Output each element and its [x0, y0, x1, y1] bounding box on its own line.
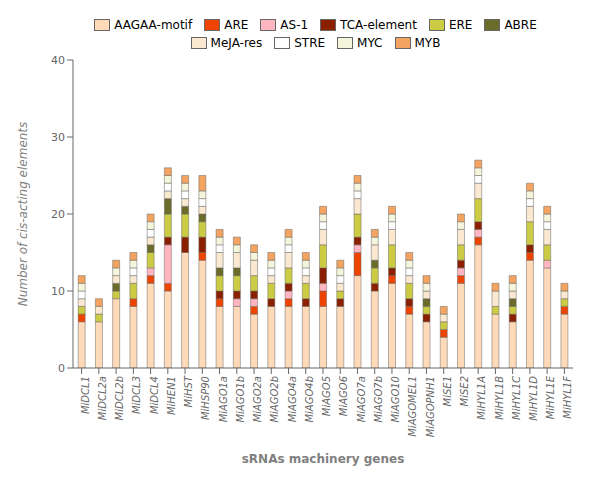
svg-text:MiHST: MiHST: [183, 375, 194, 407]
html-text:AAGAA-motif: AAGAA-motif: [114, 18, 193, 32]
html-text:MeJA-res: MeJA-res: [210, 36, 263, 50]
svg-text:MiDCL4: MiDCL4: [149, 376, 160, 414]
svg-text:sRNAs machinery genes: sRNAs machinery genes: [242, 452, 405, 466]
svg-text:MiHYL1D: MiHYL1D: [528, 376, 539, 421]
svg-text:MiAGO7b: MiAGO7b: [373, 376, 384, 423]
svg-text:MiHYL1C: MiHYL1C: [511, 376, 522, 420]
svg-text:MiDCL2b: MiDCL2b: [114, 376, 125, 420]
html-text:AS-1: AS-1: [280, 18, 309, 32]
html-text:STRE: STRE: [294, 36, 326, 50]
svg-text:MiHYL1E: MiHYL1E: [545, 375, 556, 419]
svg-text:0: 0: [58, 362, 65, 375]
svg-text:MiAGO2b: MiAGO2b: [269, 376, 280, 423]
svg-text:MiDCL2a: MiDCL2a: [97, 376, 108, 420]
html-text:MYB: MYB: [414, 36, 441, 50]
svg-text:MiSE2: MiSE2: [459, 376, 470, 406]
html-text:MYC: MYC: [357, 36, 383, 50]
svg-text:MiSE1: MiSE1: [442, 376, 453, 406]
svg-text:MiDCL1: MiDCL1: [80, 376, 91, 414]
svg-text:MiAGO10: MiAGO10: [390, 376, 401, 423]
svg-text:MiAGO4b: MiAGO4b: [304, 376, 315, 423]
html-text:ERE: ERE: [448, 18, 473, 32]
svg-text:MiAGO2a: MiAGO2a: [252, 376, 263, 422]
svg-text:MiAGO4a: MiAGO4a: [287, 376, 298, 422]
svg-text:MiAGO1b: MiAGO1b: [235, 376, 246, 423]
svg-text:MiAGOPNH1: MiAGOPNH1: [425, 376, 436, 437]
svg-text:MiAGOMEL1: MiAGOMEL1: [407, 376, 418, 437]
svg-text:10: 10: [51, 285, 65, 298]
svg-text:MiHYL1B: MiHYL1B: [494, 376, 505, 420]
svg-text:40: 40: [51, 54, 65, 67]
svg-text:MiHEN1: MiHEN1: [166, 376, 177, 415]
html-text:ABRE: ABRE: [504, 18, 537, 32]
svg-text:MiAGO1a: MiAGO1a: [218, 376, 229, 422]
svg-text:Number of cis-acting elements: Number of cis-acting elements: [16, 122, 30, 307]
svg-text:20: 20: [51, 208, 65, 221]
svg-text:MiHYL1A: MiHYL1A: [476, 376, 487, 420]
svg-text:MiAGO7a: MiAGO7a: [356, 376, 367, 422]
svg-text:30: 30: [51, 131, 65, 144]
svg-text:MiHYL1F: MiHYL1F: [562, 376, 573, 419]
svg-text:MiAGO5: MiAGO5: [321, 376, 332, 416]
html-text:TCA-element: TCA-element: [340, 18, 417, 32]
svg-text:MiAGO6: MiAGO6: [338, 376, 349, 416]
svg-text:MiDCL3: MiDCL3: [131, 376, 142, 414]
html-text:ARE: ARE: [224, 18, 249, 32]
svg-text:MiHSP90: MiHSP90: [200, 376, 211, 420]
